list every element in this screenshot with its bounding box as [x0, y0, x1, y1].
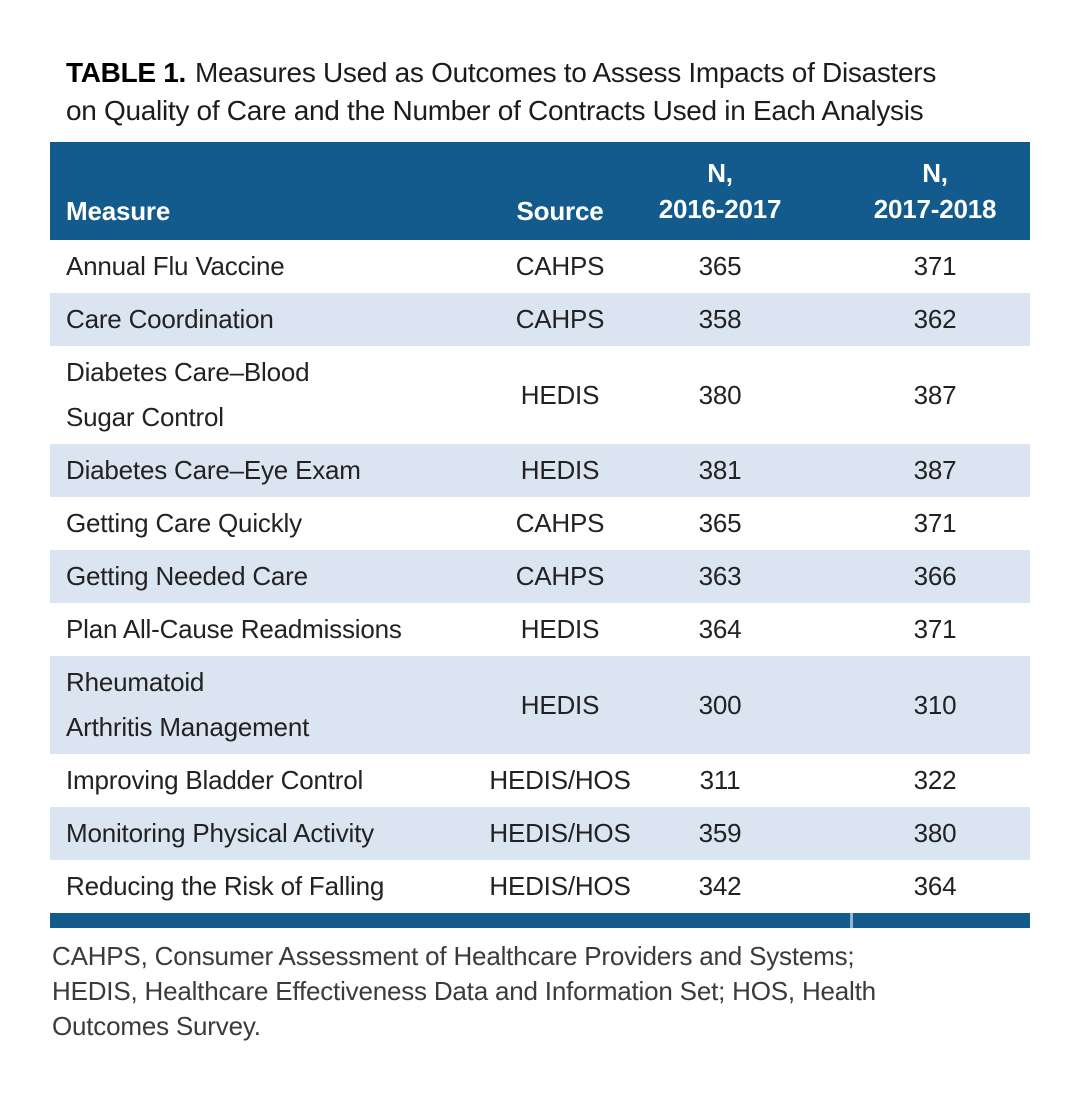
table-row: Diabetes Care–Blood Sugar Control HEDIS 380… [50, 346, 1030, 444]
measure-label: Improving Bladder Control [66, 765, 364, 795]
column-header-measure: Measure [66, 196, 171, 226]
measure-cell: Plan All-Cause Readmissions [50, 614, 480, 645]
column-header-source: Source [516, 196, 604, 226]
n-2017-2018-cell: 387 [913, 379, 957, 410]
table-row: Getting Care Quickly CAHPS 365 371 [50, 497, 1030, 550]
n-2016-2017-cell: 311 [699, 765, 741, 795]
source-cell: CAHPS [515, 561, 605, 591]
footnote-line: Outcomes Survey. [52, 1011, 261, 1041]
measure-label: Getting Needed Care [66, 561, 308, 591]
n-2017-2018-cell: 366 [913, 561, 957, 591]
table-row: Rheumatoid Arthritis Management HEDIS 300 31… [50, 656, 1030, 754]
n-2017-2018-cell: 362 [913, 304, 957, 334]
n-2016-2017-cell: 300 [698, 689, 742, 720]
source-cell: HEDIS/HOS [489, 871, 631, 901]
column-header-n-2017-2018: N, 2017-2018 [800, 155, 1030, 227]
column-header-year-range: 2017-2018 [873, 194, 997, 224]
column-header-year-range: 2016-2017 [658, 194, 782, 224]
n-2016-2017-cell: 342 [698, 871, 742, 901]
measure-cell: Diabetes Care–Eye Exam [50, 455, 480, 486]
measure-cell: Rheumatoid Arthritis Management [50, 660, 480, 750]
measure-label: Care Coordination [66, 304, 274, 334]
table-bottom-rule [50, 913, 1030, 928]
measure-label: Rheumatoid [66, 667, 205, 697]
n-2017-2018-cell: 364 [913, 871, 957, 901]
source-cell: CAHPS [515, 304, 605, 334]
measure-cell: Getting Needed Care [50, 561, 480, 592]
measure-cell: Reducing the Risk of Falling [50, 871, 480, 902]
table-header-row: Measure Source N, 2016-2017 N, 2017-2018 [50, 142, 1030, 240]
n-2017-2018-cell: 380 [913, 818, 957, 848]
source-cell: HEDIS [520, 689, 600, 720]
measure-cell: Diabetes Care–Blood Sugar Control [50, 350, 480, 440]
table-row: Annual Flu Vaccine CAHPS 365 371 [50, 240, 1030, 293]
table-row: Care Coordination CAHPS 358 362 [50, 293, 1030, 346]
table-title-line1: TABLE 1. Measures Used as Outcomes to Ass… [66, 54, 1026, 92]
measure-label: Monitoring Physical Activity [66, 818, 374, 848]
n-2016-2017-cell: 358 [698, 304, 742, 334]
measure-cell: Annual Flu Vaccine [50, 251, 480, 282]
source-cell: HEDIS [520, 455, 600, 485]
footnote-line: HEDIS, Healthcare Effectiveness Data and… [52, 976, 876, 1006]
table-row: Plan All-Cause Readmissions HEDIS 364 371 [50, 603, 1030, 656]
measure-label: Plan All-Cause Readmissions [66, 614, 402, 644]
measure-cell: Monitoring Physical Activity [50, 818, 480, 849]
table-row: Monitoring Physical Activity HEDIS/HOS 359… [50, 807, 1030, 860]
column-header-n-label: N, [922, 158, 948, 188]
table-body: Annual Flu Vaccine CAHPS 365 371 Care Coordi… [50, 240, 1030, 913]
n-2016-2017-cell: 380 [698, 379, 742, 410]
table-row: Reducing the Risk of Falling HEDIS/HOS 342… [50, 860, 1030, 913]
n-2017-2018-cell: 371 [913, 251, 957, 281]
measure-label: Diabetes Care–Eye Exam [66, 455, 361, 485]
measure-label: Getting Care Quickly [66, 508, 302, 538]
column-header-n-2016-2017: N, 2016-2017 [640, 155, 800, 227]
table-row: Getting Needed Care CAHPS 363 366 [50, 550, 1030, 603]
n-2016-2017-cell: 365 [698, 508, 742, 538]
source-cell: HEDIS/HOS [489, 818, 631, 848]
footnote-line: CAHPS, Consumer Assessment of Healthcare… [52, 941, 855, 971]
measure-cell: Improving Bladder Control [50, 765, 480, 796]
source-cell: CAHPS [515, 251, 605, 281]
n-2017-2018-cell: 322 [913, 765, 957, 795]
n-2016-2017-cell: 365 [698, 251, 742, 281]
measures-table: Measure Source N, 2016-2017 N, 2017-2018… [50, 142, 1030, 928]
table-row: Diabetes Care–Eye Exam HEDIS 381 387 [50, 444, 1030, 497]
measure-label: Diabetes Care–Blood [66, 357, 310, 387]
table-title: TABLE 1. Measures Used as Outcomes to Ass… [66, 54, 1026, 130]
n-2016-2017-cell: 359 [698, 818, 742, 848]
n-2016-2017-cell: 363 [698, 561, 742, 591]
table-title-text: Measures Used as Outcomes to Assess Impa… [194, 57, 937, 88]
source-cell: HEDIS [520, 614, 600, 644]
measure-label: Sugar Control [66, 402, 224, 432]
table-row: Improving Bladder Control HEDIS/HOS 311 322 [50, 754, 1030, 807]
abbreviations-footnote: CAHPS, Consumer Assessment of Healthcare… [52, 939, 1012, 1044]
n-2017-2018-cell: 371 [913, 508, 957, 538]
n-2016-2017-cell: 364 [698, 614, 742, 644]
n-2017-2018-cell: 310 [913, 689, 957, 720]
column-header-n-label: N, [707, 158, 733, 188]
n-2017-2018-cell: 371 [913, 614, 957, 644]
measure-label: Reducing the Risk of Falling [66, 871, 385, 901]
measure-cell: Care Coordination [50, 304, 480, 335]
measure-cell: Getting Care Quickly [50, 508, 480, 539]
source-cell: CAHPS [515, 508, 605, 538]
source-cell: HEDIS/HOS [489, 765, 631, 795]
source-cell: HEDIS [520, 379, 600, 410]
n-2016-2017-cell: 381 [698, 455, 742, 485]
measure-label: Annual Flu Vaccine [66, 251, 285, 281]
table-number-label: TABLE 1. [66, 57, 186, 88]
table-title-line2: on Quality of Care and the Number of Con… [66, 95, 924, 126]
measure-label: Arthritis Management [66, 712, 310, 742]
n-2017-2018-cell: 387 [913, 455, 957, 485]
